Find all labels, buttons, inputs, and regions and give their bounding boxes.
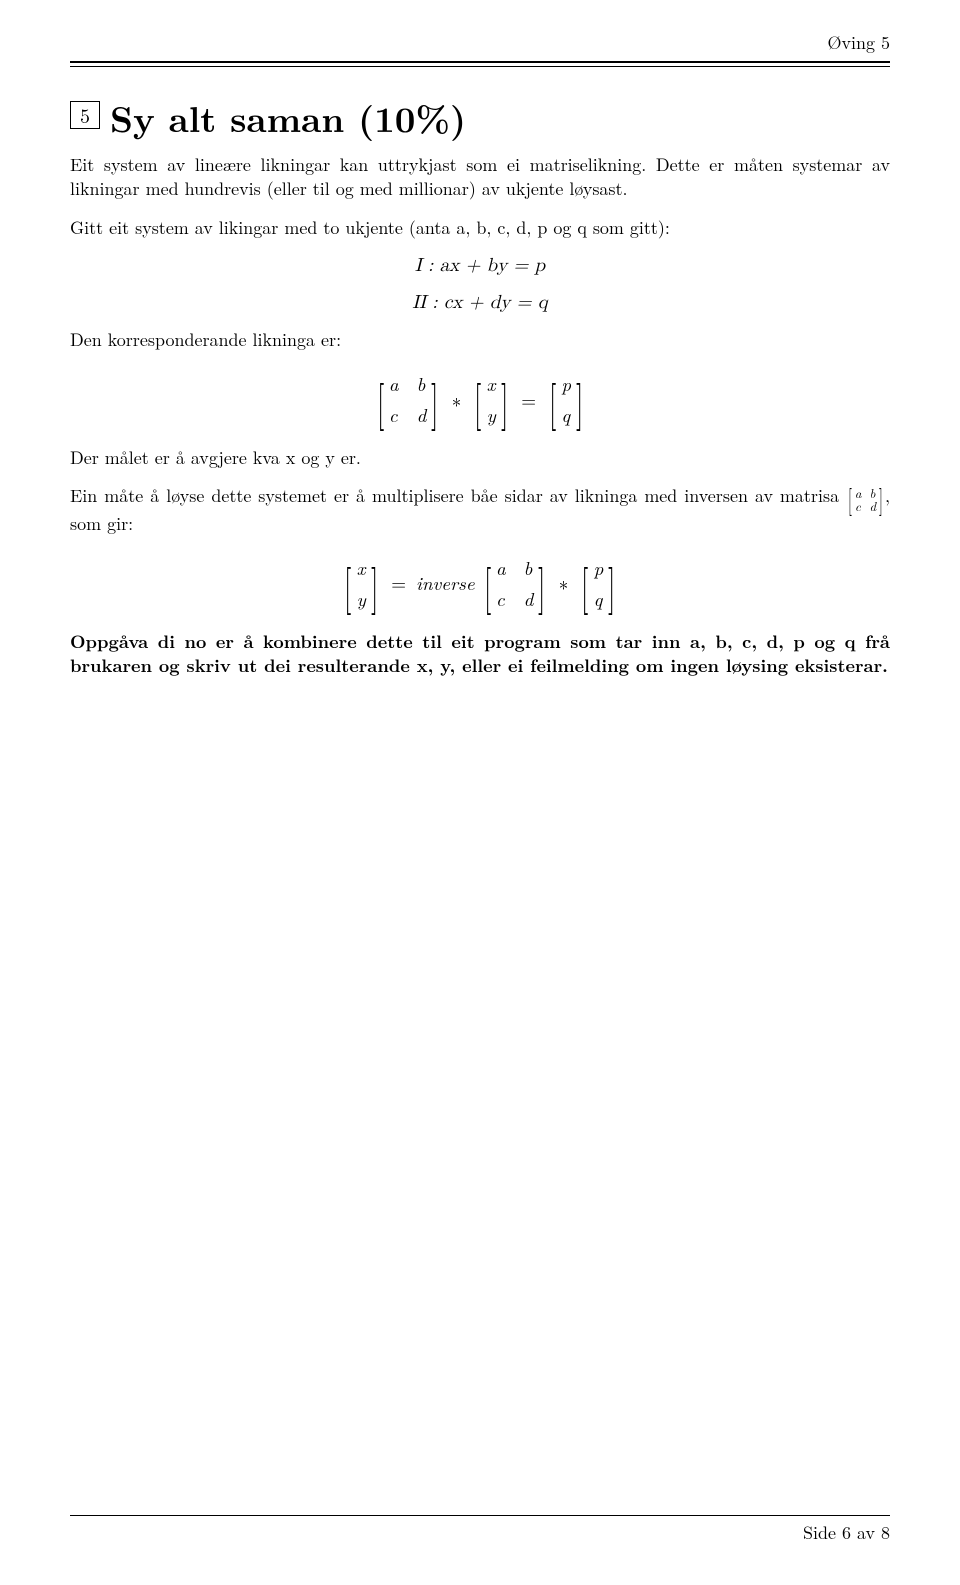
task-bold: Oppgåva di no er å kombinere dette til e… [70,630,890,679]
cell-c: c [389,401,399,428]
cell-x: x [357,554,366,581]
left-bracket: [ [484,563,491,604]
matrix-pq: [ p q ] [546,370,586,428]
right-bracket: ] [501,379,508,420]
right-bracket: ] [371,563,378,604]
cell-a: a [389,370,399,397]
header-label: Øving 5 [827,30,890,55]
left-bracket: [ [344,563,351,604]
right-bracket: ] [431,379,438,420]
small-c: c [855,499,862,512]
paragraph-corresponding: Den korresponderande likninga er: [70,328,890,352]
small-d: d [870,499,877,512]
left-bracket: [ [581,563,588,604]
cell-y: y [357,585,366,612]
title-row: 5 Sy alt saman (10%) [70,91,890,143]
section-title: Sy alt saman (10%) [110,91,466,143]
method-text-a: Ein måte å løyse dette systemet er å mul… [70,483,846,508]
op-star: ∗ [559,569,569,596]
left-bracket: [ [377,379,384,420]
op-star: ∗ [452,386,462,413]
matrix-equation-1: [ a b c d ] ∗ [ x y ] = [ p q ] [70,370,890,428]
page: Øving 5 5 Sy alt saman (10%) Eit system … [0,0,960,1585]
right-bracket: ] [608,563,615,604]
right-bracket: ] [879,487,883,509]
paragraph-given: Gitt eit system av likingar med to ukjen… [70,216,890,240]
cell-b: b [417,370,427,397]
cell-a: a [496,554,506,581]
matrix-ab-cd-2: [ a b c d ] [481,554,549,612]
left-bracket: [ [848,487,852,509]
cell-q: q [594,585,604,612]
footer-rule [70,1515,890,1516]
op-eq: = [391,569,406,596]
problem-number-box: 5 [70,101,100,129]
cell-p: p [561,370,571,397]
page-header: Øving 5 [70,30,890,61]
matrix-equation-2: [ x y ] = inverse [ a b c d ] ∗ [ p q [70,554,890,612]
cell-b: b [524,554,534,581]
right-bracket: ] [576,379,583,420]
op-eq: = [521,386,536,413]
left-bracket: [ [549,379,556,420]
cell-c: c [496,585,506,612]
paragraph-goal: Der målet er å avgjere kva x og y er. [70,446,890,470]
matrix-ab-cd: [ a b c d ] [374,370,442,428]
header-rule [70,61,890,67]
cell-x: x [487,370,496,397]
cell-d: d [417,401,427,428]
paragraph-method: Ein måte å løyse dette systemet er å mul… [70,484,890,535]
cell-y: y [487,401,496,428]
cell-d: d [524,585,534,612]
page-footer: Side 6 av 8 [70,1515,890,1545]
footer-text: Side 6 av 8 [70,1520,890,1545]
matrix-pq-2: [ p q ] [578,554,618,612]
cell-q: q [561,401,571,428]
inverse-word: inverse [416,569,475,596]
equation-1: I : ax + by = p [70,254,890,277]
inline-small-matrix: [ a b c d ] [846,486,885,512]
matrix-xy: [ x y ] [471,370,511,428]
left-bracket: [ [474,379,481,420]
equation-2: II : cx + dy = q [70,291,890,314]
cell-p: p [594,554,604,581]
paragraph-intro: Eit system av lineære likningar kan uttr… [70,153,890,202]
right-bracket: ] [538,563,545,604]
matrix-xy-2: [ x y ] [341,554,381,612]
